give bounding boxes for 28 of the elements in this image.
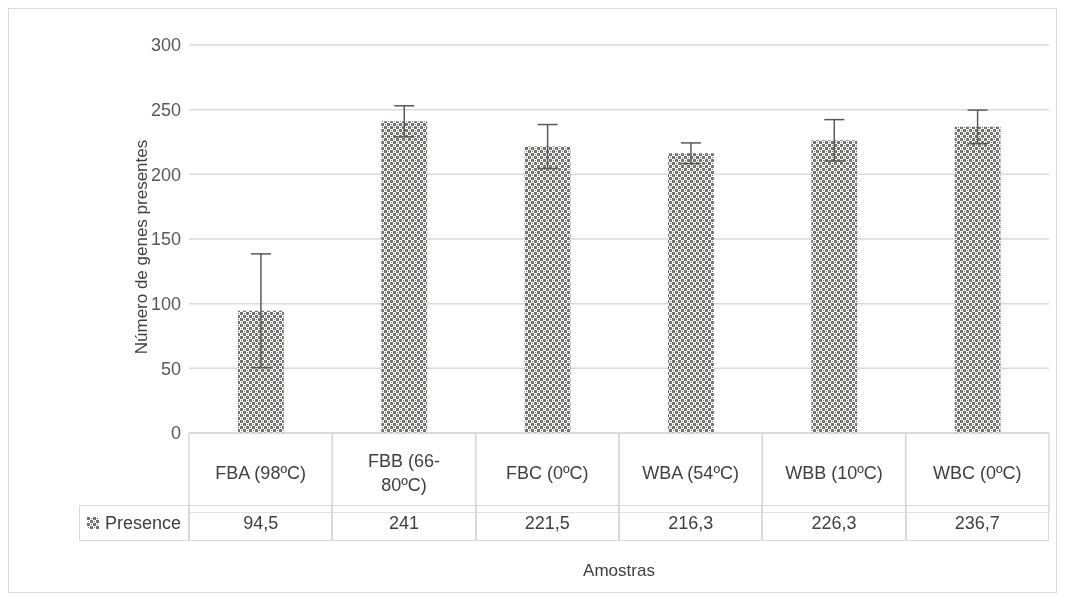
bar [668,153,714,433]
x-axis-title: Amostras [582,561,656,581]
y-axis-title: Número de genes presentes [132,139,152,355]
bar [524,146,571,433]
y-tick-label: 250 [150,100,181,121]
data-label: 221,5 [475,505,619,541]
data-label: 236,7 [905,505,1049,541]
data-label: 94,5 [189,505,333,541]
x-tick-label: WBC (0ºC) [933,463,1022,483]
y-tick-label: 50 [160,358,181,379]
y-tick-label: 100 [150,294,181,315]
x-tick-label: FBB (66-80ºC) [367,451,441,495]
bar [811,140,858,433]
x-tick-label: FBA (98ºC) [215,463,306,483]
bar [381,121,428,433]
y-tick-label: 150 [150,229,181,250]
y-tick-label: 0 [170,423,181,444]
x-tick-label: FBC (0ºC) [506,463,589,483]
data-label: 226,3 [762,505,906,541]
bar [238,310,284,433]
y-tick-label: 300 [150,35,181,56]
legend-label: Presence [104,512,182,534]
x-tick-label: WBA (54ºC) [642,463,739,483]
x-tick-label: WBB (10ºC) [785,463,883,483]
data-label: 241 [332,505,476,541]
y-tick-label: 200 [150,164,181,185]
bar [954,126,1001,433]
data-label: 216,3 [618,505,763,541]
